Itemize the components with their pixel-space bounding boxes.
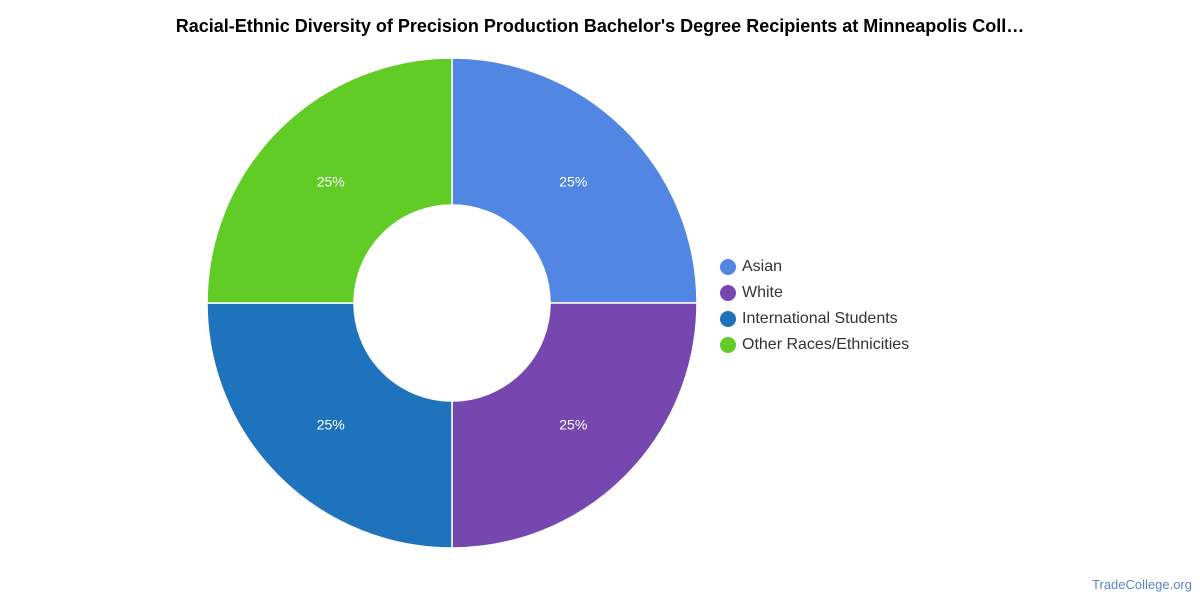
slice-white[interactable] xyxy=(451,302,698,549)
slice-label: 25% xyxy=(559,416,587,432)
slice-asian[interactable] xyxy=(451,57,698,304)
slice-label: 25% xyxy=(317,174,345,190)
legend-swatch xyxy=(720,311,736,327)
legend-swatch xyxy=(720,259,736,275)
slice-label: 25% xyxy=(317,416,345,432)
legend: Asian White International Students Other Ra… xyxy=(720,254,909,358)
legend-item[interactable]: White xyxy=(720,280,909,306)
legend-swatch xyxy=(720,285,736,301)
legend-item[interactable]: International Students xyxy=(720,306,909,332)
legend-label: Other Races/Ethnicities xyxy=(742,336,910,353)
legend-item[interactable]: Other Races/Ethnicities xyxy=(720,332,909,358)
source-credit[interactable]: TradeCollege.org xyxy=(1092,577,1192,592)
legend-label: International Students xyxy=(742,310,898,327)
slice-label: 25% xyxy=(559,174,587,190)
slice-other-races-ethnicities[interactable] xyxy=(206,57,453,304)
chart-title: Racial-Ethnic Diversity of Precision Pro… xyxy=(175,16,1025,36)
legend-label: White xyxy=(742,284,783,301)
legend-item[interactable]: Asian xyxy=(720,254,909,280)
legend-swatch xyxy=(720,337,736,353)
slice-international-students[interactable] xyxy=(206,302,453,549)
legend-label: Asian xyxy=(742,258,783,275)
